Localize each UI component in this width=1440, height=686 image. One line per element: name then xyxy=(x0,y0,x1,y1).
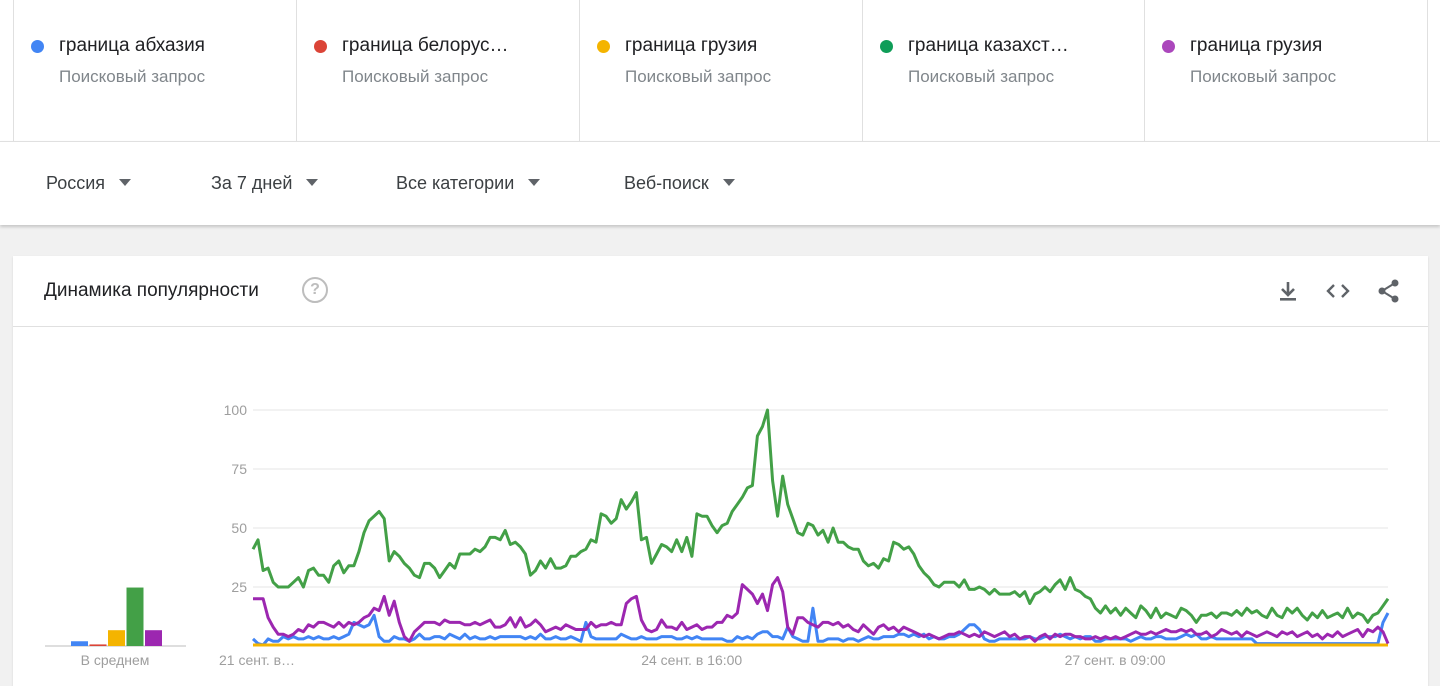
term-type: Поисковый запрос xyxy=(625,67,772,86)
y-tick-label: 25 xyxy=(231,579,247,595)
average-bar-2 xyxy=(89,644,107,646)
term-name[interactable]: граница грузия xyxy=(625,35,758,56)
term-color-dot xyxy=(31,40,44,53)
average-label: В среднем xyxy=(81,652,150,668)
x-tick-label: 21 сент. в… xyxy=(219,652,295,668)
term-name[interactable]: граница казахст… xyxy=(908,35,1069,56)
period-dropdown[interactable]: За 7 дней xyxy=(211,173,319,194)
search-term-5[interactable]: граница грузия Поисковый запрос xyxy=(1144,0,1428,141)
series-line-4 xyxy=(251,408,1390,624)
x-tick-label: 24 сент. в 16:00 xyxy=(641,652,742,668)
term-type: Поисковый запрос xyxy=(59,67,206,86)
interest-chart: 25 50 75 100 21 сент. в… 24 сент. в 16:00 27 с… xyxy=(45,402,1390,668)
dropdown-arrow-icon xyxy=(306,178,319,186)
dropdown-arrow-icon xyxy=(119,178,132,186)
term-color-dot xyxy=(1162,40,1175,53)
category-label: Все категории xyxy=(396,173,515,193)
y-tick-label: 50 xyxy=(231,520,247,536)
category-dropdown[interactable]: Все категории xyxy=(396,173,541,194)
term-type: Поисковый запрос xyxy=(1190,67,1337,86)
average-bar-1 xyxy=(71,641,88,646)
term-color-dot xyxy=(597,40,610,53)
region-dropdown[interactable]: Россия xyxy=(46,173,132,194)
y-tick-label: 100 xyxy=(224,402,248,418)
term-name[interactable]: граница абхазия xyxy=(59,35,205,56)
x-tick-label: 27 сент. в 09:00 xyxy=(1065,652,1166,668)
term-name[interactable]: граница белорус… xyxy=(342,35,509,56)
period-label: За 7 дней xyxy=(211,173,293,193)
share-icon[interactable] xyxy=(1376,278,1402,304)
term-color-dot xyxy=(314,40,327,53)
filters-bar: Россия За 7 дней Все категории Веб-поиск xyxy=(0,141,1440,225)
region-label: Россия xyxy=(46,173,106,193)
card-divider xyxy=(13,326,1428,327)
search-term-4[interactable]: граница казахст… Поисковый запрос xyxy=(862,0,1145,141)
dropdown-arrow-icon xyxy=(722,178,735,186)
series-line-1 xyxy=(251,606,1390,647)
average-bar-5 xyxy=(145,630,162,646)
y-tick-label: 75 xyxy=(231,461,247,477)
average-bar-3 xyxy=(108,630,125,646)
search-type-label: Веб-поиск xyxy=(624,173,709,193)
average-bar-4 xyxy=(126,587,144,646)
term-name[interactable]: граница грузия xyxy=(1190,35,1323,56)
search-term-1[interactable]: граница абхазия Поисковый запрос xyxy=(13,0,297,141)
search-type-dropdown[interactable]: Веб-поиск xyxy=(624,173,735,194)
term-color-dot xyxy=(880,40,893,53)
series-line-5 xyxy=(253,576,1390,645)
term-type: Поисковый запрос xyxy=(342,67,489,86)
search-terms-bar: граница абхазия Поисковый запрос граница… xyxy=(0,0,1440,141)
card-title: Динамика популярности xyxy=(44,280,259,301)
search-term-2[interactable]: граница белорус… Поисковый запрос xyxy=(296,0,580,141)
embed-code-icon[interactable] xyxy=(1325,278,1351,304)
term-type: Поисковый запрос xyxy=(908,67,1055,86)
dropdown-arrow-icon xyxy=(528,178,541,186)
help-icon[interactable]: ? xyxy=(302,277,328,303)
interest-over-time-card: Динамика популярности ? 25 50 75 100 21 сент… xyxy=(13,256,1428,686)
download-icon[interactable] xyxy=(1275,278,1301,304)
search-term-3[interactable]: граница грузия Поисковый запрос xyxy=(579,0,863,141)
